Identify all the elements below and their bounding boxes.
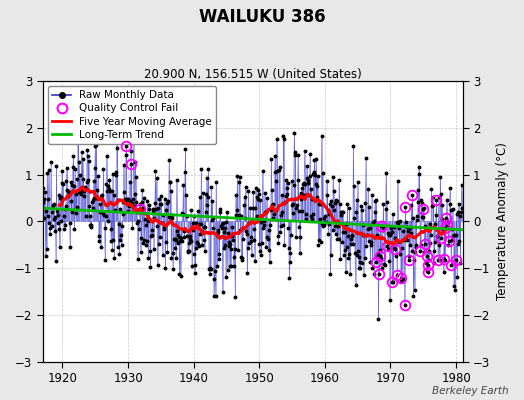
Y-axis label: Temperature Anomaly (°C): Temperature Anomaly (°C)	[496, 142, 509, 300]
Text: WAILUKU 386: WAILUKU 386	[199, 8, 325, 26]
Title: 20.900 N, 156.515 W (United States): 20.900 N, 156.515 W (United States)	[144, 68, 362, 81]
Legend: Raw Monthly Data, Quality Control Fail, Five Year Moving Average, Long-Term Tren: Raw Monthly Data, Quality Control Fail, …	[48, 86, 216, 144]
Text: Berkeley Earth: Berkeley Earth	[432, 386, 508, 396]
